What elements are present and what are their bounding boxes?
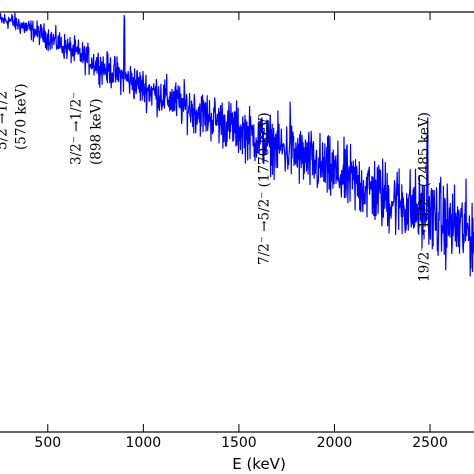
peak-annotation: 19/2⁻ →13/2⁺ (2485 keV) — [417, 112, 433, 282]
peak-annotation: 5/2 →1/2 — [0, 91, 11, 150]
peak-annotation: (570 keV) — [14, 83, 30, 150]
x-axis-label: E (keV) — [232, 455, 286, 473]
plot-frame — [0, 11, 474, 433]
peak-annotation: (898 keV) — [89, 98, 105, 165]
peak-annotation: 3/2⁻ →1/2⁻ — [69, 92, 85, 165]
spectrum-series-line — [0, 12, 474, 277]
x-tick-label: 500 — [34, 435, 61, 451]
x-tick-label: 2000 — [317, 435, 353, 451]
x-tick-label: 1000 — [126, 435, 162, 451]
x-tick-label: 1500 — [221, 435, 257, 451]
peak-annotation: 7/2⁻ →5/2⁻ (1770 keV) — [257, 112, 273, 265]
x-tick-label: 2500 — [412, 435, 448, 451]
